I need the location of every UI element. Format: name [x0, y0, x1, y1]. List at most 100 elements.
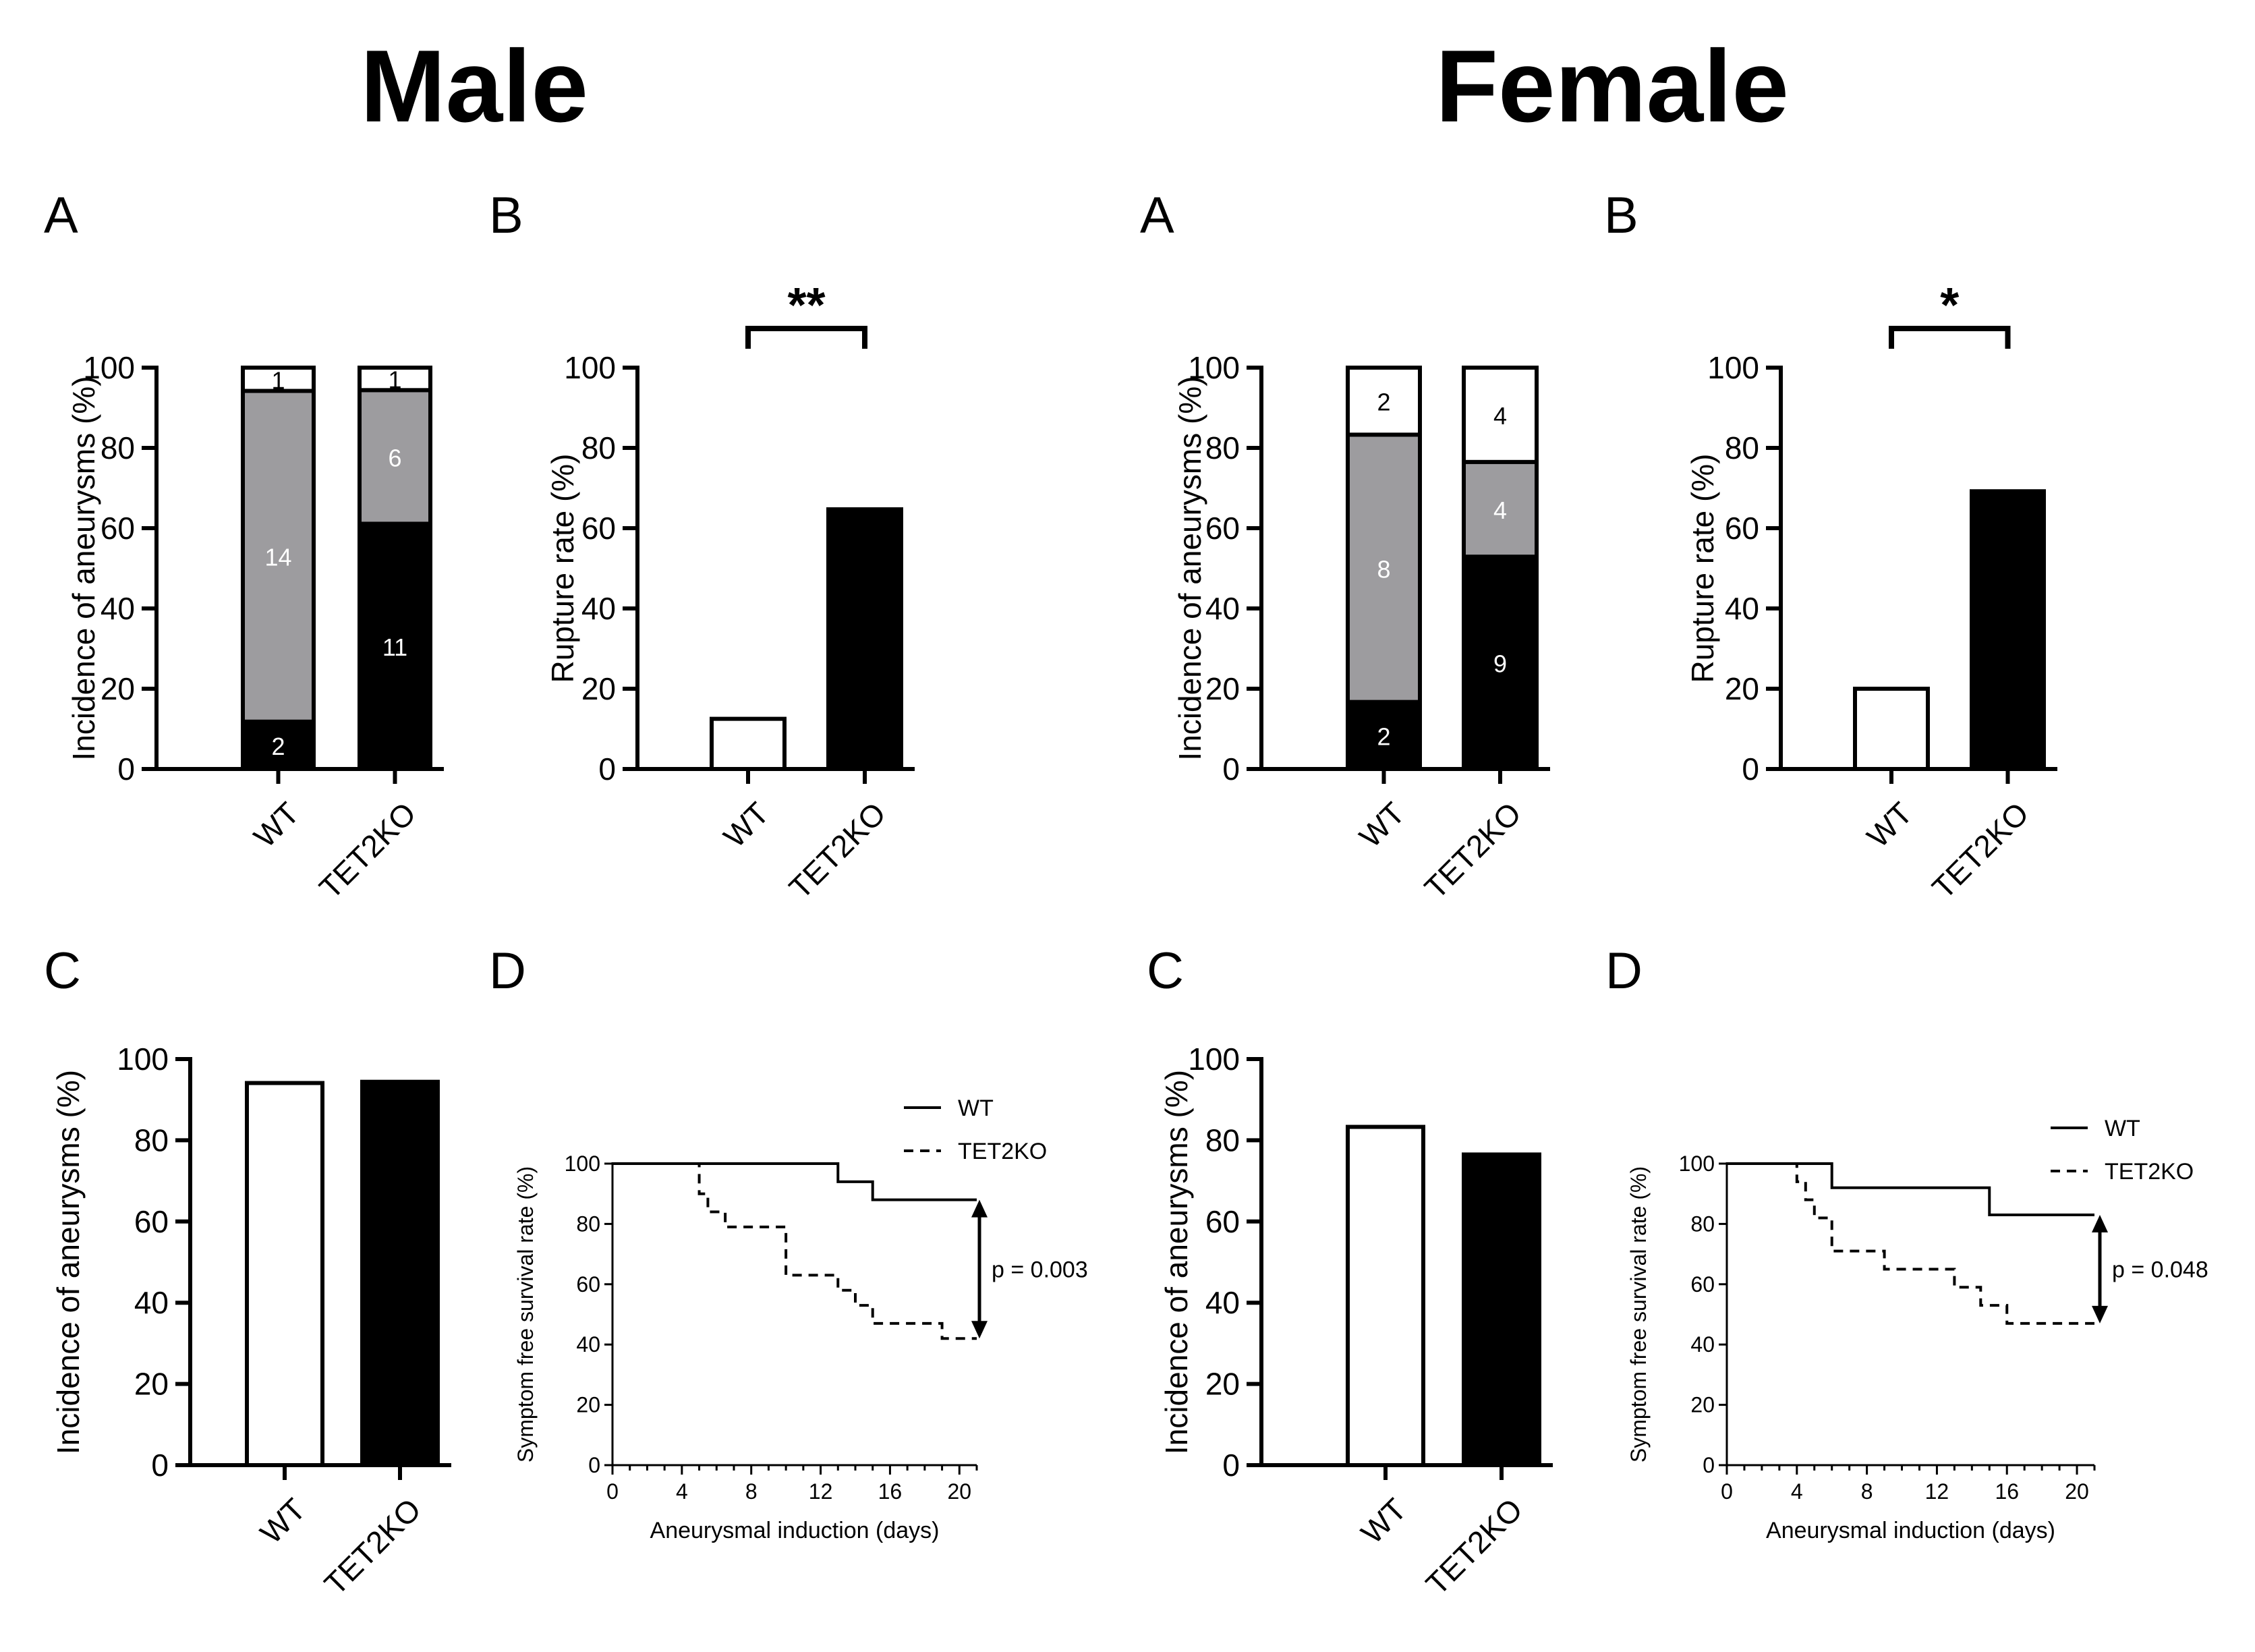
bar-segment-label: 6: [388, 444, 401, 472]
bar-segment-label: 4: [1493, 496, 1507, 524]
female-C-chart: C 0 20 40 60 80 100 WT TET2KO Incidence of aneury…: [1147, 942, 1553, 1601]
bar-segment-label: 14: [264, 544, 291, 571]
p-value-arrow-head-down: [971, 1321, 988, 1339]
y-tick-label: 80: [101, 430, 135, 465]
y-tick-label: 80: [1205, 430, 1240, 465]
bar-segment: [1462, 459, 1539, 559]
y-tick-label: 60: [134, 1204, 169, 1239]
y-tick-label: 60: [576, 1272, 600, 1297]
y-tick-label: 100: [83, 350, 135, 385]
significance-stars: **: [787, 279, 825, 333]
panel-letter: A: [1140, 187, 1174, 244]
panel-letter: C: [1147, 942, 1184, 1000]
significance-bracket: [1889, 326, 2011, 349]
y-tick-label: 0: [1742, 751, 1759, 787]
bar-segment: [1346, 432, 1422, 704]
x-tick-label: 4: [676, 1479, 688, 1504]
x-tick-label: 16: [1995, 1479, 2019, 1504]
significance-bracket: [745, 326, 867, 349]
y-tick-label: 60: [101, 511, 135, 546]
y-tick-label: 0: [117, 751, 135, 787]
x-tick-label: 4: [1791, 1479, 1803, 1504]
p-value-arrow-head-up: [971, 1199, 988, 1218]
y-axis-label: Symptom free survival rate (%): [513, 1166, 538, 1462]
bar-segment-label: 1: [271, 366, 285, 394]
p-value-arrow-head-up: [2092, 1214, 2108, 1232]
bar-segment-label: 9: [1493, 650, 1507, 678]
survival-curve-wt: [612, 1162, 977, 1201]
x-tick-label: 20: [2065, 1479, 2089, 1504]
x-tick-label: 0: [1721, 1479, 1733, 1504]
y-tick-label: 0: [1222, 751, 1240, 787]
bar-segment: [241, 366, 316, 393]
x-category-label: TET2KO: [782, 795, 892, 905]
x-tick-label: 0: [606, 1479, 619, 1504]
panel-letter: D: [489, 942, 526, 1000]
bar-segment: [358, 521, 432, 772]
y-tick-label: 100: [564, 350, 616, 385]
y-tick-label: 100: [1188, 350, 1240, 385]
y-tick-label: 20: [576, 1393, 600, 1417]
bar: [1970, 489, 2046, 771]
p-value-label: p = 0.048: [2112, 1257, 2208, 1282]
y-tick-label: 80: [1205, 1122, 1240, 1158]
x-category-label: TET2KO: [312, 795, 422, 905]
bar-segment-label: 2: [1377, 389, 1390, 416]
panel-letter: C: [44, 942, 81, 1000]
y-tick-label: 20: [101, 671, 135, 706]
y-tick-label: 20: [134, 1367, 169, 1402]
bar: [1853, 687, 1930, 771]
p-value-label: p = 0.003: [992, 1257, 1088, 1282]
y-tick-label: 0: [1703, 1453, 1715, 1477]
bar-segment: [1462, 366, 1539, 464]
y-tick-label: 80: [1725, 430, 1759, 465]
significance-stars: *: [1940, 279, 1959, 333]
y-tick-label: 40: [134, 1285, 169, 1320]
male-C-chart: C 0 20 40 60 80 100 WT TET2KO Incidence of aneury…: [44, 942, 451, 1601]
bar: [826, 507, 903, 771]
y-tick-label: 40: [581, 591, 616, 626]
bar-segment-label: 8: [1377, 556, 1390, 583]
survival-curve-wt: [1727, 1162, 2094, 1216]
y-tick-label: 80: [1690, 1212, 1715, 1236]
y-tick-label: 40: [1690, 1332, 1715, 1357]
y-tick-label: 80: [576, 1212, 600, 1236]
x-axis-label: Aneurysmal induction (days): [1766, 1518, 2055, 1543]
x-category-label: TET2KO: [318, 1491, 428, 1601]
x-tick-label: 8: [1861, 1479, 1873, 1504]
y-tick-label: 40: [101, 591, 135, 626]
section-title-female: Female: [1435, 29, 1789, 144]
bar-segment-label: 1: [388, 366, 401, 394]
y-tick-label: 0: [1222, 1448, 1240, 1483]
bar-segment-label: 2: [271, 733, 285, 760]
female-B-chart: B 0 20 40 60 80 100 WT TET2KO Rupture rate (%) *: [1604, 187, 2057, 905]
panel-letter: A: [44, 187, 78, 244]
legend-label: TET2KO: [2105, 1159, 2194, 1185]
y-tick-label: 60: [581, 511, 616, 546]
x-category-label: WT: [253, 1491, 312, 1550]
y-axis-label: Incidence of aneurysms (%): [66, 376, 101, 760]
panel-letter: D: [1605, 942, 1643, 1000]
y-tick-label: 100: [117, 1042, 169, 1077]
x-tick-label: 12: [809, 1479, 833, 1504]
y-axis-label: Symptom free survival rate (%): [1626, 1166, 1651, 1462]
y-tick-label: 100: [1188, 1042, 1240, 1077]
x-axis-label: Aneurysmal induction (days): [650, 1518, 940, 1543]
y-tick-label: 20: [581, 671, 616, 706]
panel-letter: B: [489, 187, 523, 244]
y-axis-label: Incidence of aneurysms (%): [1159, 1070, 1194, 1454]
y-tick-label: 0: [151, 1448, 169, 1483]
y-tick-label: 20: [1205, 671, 1240, 706]
bar: [245, 1081, 324, 1467]
x-category-label: TET2KO: [1925, 795, 2035, 905]
bar: [710, 716, 787, 771]
legend-label: TET2KO: [958, 1139, 1047, 1164]
y-tick-label: 100: [1707, 350, 1759, 385]
bar: [1462, 1152, 1541, 1467]
x-category-label: WT: [247, 795, 306, 854]
y-tick-label: 60: [1690, 1272, 1715, 1297]
bar-segment: [358, 366, 432, 393]
y-tick-label: 20: [1690, 1393, 1715, 1417]
y-tick-label: 100: [565, 1151, 600, 1176]
